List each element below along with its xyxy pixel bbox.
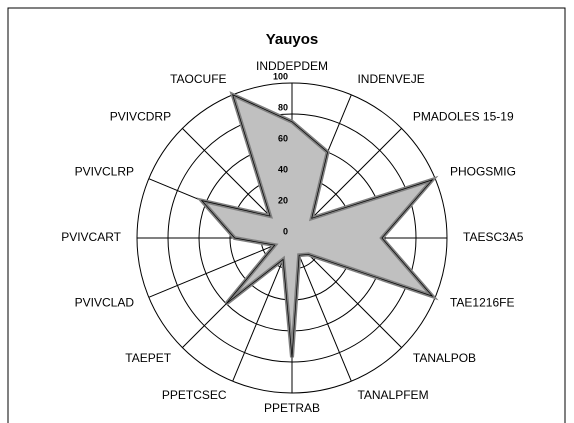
radar-outline [200, 94, 434, 358]
category-label: PMADOLES 15-19 [413, 109, 514, 123]
category-label: TAEPET [125, 351, 171, 365]
category-label: PVIVCLAD [75, 296, 135, 310]
category-label: PPETRAB [264, 401, 320, 415]
r-tick-label: 60 [278, 133, 288, 143]
category-label: INDENVEJE [357, 72, 424, 86]
spoke [148, 237, 293, 298]
category-label: INDDEPDEM [256, 59, 328, 73]
r-tick-label: 0 [283, 226, 288, 236]
r-tick-label: 40 [278, 164, 288, 174]
category-label: TANALPOB [413, 351, 476, 365]
r-tick-label: 20 [278, 195, 288, 205]
category-label: PVIVCLRP [75, 165, 134, 179]
category-label: TAOCUFE [170, 72, 226, 86]
category-label: TANALPFEM [357, 388, 428, 402]
category-label: PVIVCART [61, 230, 121, 244]
category-label: PHOGSMIG [450, 165, 516, 179]
category-label: TAE1216FE [450, 296, 514, 310]
category-label: PVIVCDRP [110, 109, 171, 123]
spoke [291, 237, 352, 382]
category-label: PPETCSEC [162, 388, 227, 402]
r-tick-label: 100 [273, 71, 288, 81]
r-tick-label: 80 [278, 102, 288, 112]
category-label: TAESC3A5 [463, 230, 524, 244]
chart-title: Yauyos [266, 31, 319, 48]
